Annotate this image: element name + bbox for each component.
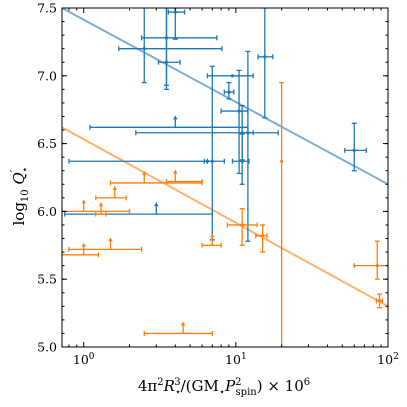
marker <box>210 159 214 163</box>
marker <box>164 60 169 64</box>
limit-arrow-head <box>173 169 178 174</box>
lower-limit-1-1 <box>165 169 203 185</box>
data-point-0-11 <box>68 158 209 164</box>
data-point-0-12 <box>231 133 250 185</box>
data-point-0-4 <box>206 73 254 79</box>
marker <box>246 131 250 135</box>
lower-limit-1-6 <box>62 242 100 258</box>
marker <box>375 264 379 268</box>
lower-limit-1-4 <box>95 202 107 217</box>
lower-limit-1-7 <box>201 233 222 248</box>
tick-layer: 5.0 5.5 6.0 6.5 7.0 7.5 100 101 102 <box>37 1 399 368</box>
data-point-1-2 <box>255 224 268 253</box>
limit-arrow-head <box>98 202 104 207</box>
x-tick-label: 102 <box>377 352 399 367</box>
x-tick-label: 101 <box>225 352 247 367</box>
marker <box>280 159 284 163</box>
data-point-1-3 <box>353 240 388 280</box>
lower-limit-1-3 <box>62 199 131 214</box>
marker <box>142 47 146 51</box>
marker <box>261 234 265 238</box>
limit-arrow-head <box>108 237 113 242</box>
x-tick-label: 100 <box>73 352 95 367</box>
data-point-1-0 <box>279 81 285 347</box>
y-tick-label: 7.0 <box>37 68 57 83</box>
marker <box>230 74 235 78</box>
marker <box>377 299 382 303</box>
limit-arrow-head <box>154 202 159 207</box>
limit-arrow-head <box>173 115 178 120</box>
marker <box>240 223 244 227</box>
marker <box>240 159 244 163</box>
data-point-0-3 <box>167 8 186 40</box>
marker <box>227 90 231 94</box>
lower-limit-0-1 <box>64 202 213 217</box>
data-layer <box>62 8 388 347</box>
limit-arrow-head <box>180 321 186 326</box>
data-point-0-2 <box>157 8 181 91</box>
limit-arrow-head <box>142 170 147 175</box>
data-point-0-5 <box>223 81 235 100</box>
x-axis-title: 4π2R⋆3/(GM⋆P2 spin) × 106 <box>138 377 310 398</box>
data-point-1-4 <box>375 293 384 309</box>
limit-arrow-head <box>210 233 215 238</box>
y-tick-label: 5.5 <box>37 272 57 287</box>
data-point-0-7 <box>220 69 249 175</box>
y-axis-title: log10 Q′⋆ <box>8 166 31 225</box>
lower-limit-1-2 <box>95 185 127 201</box>
data-point-0-1 <box>140 8 218 86</box>
limit-arrow-head <box>81 242 86 247</box>
marker <box>173 10 177 14</box>
marker <box>263 55 267 59</box>
marker <box>237 109 241 113</box>
lower-limit-1-5 <box>68 237 143 252</box>
data-point-0-13 <box>344 122 367 172</box>
limit-arrow-head <box>112 185 117 190</box>
y-tick-label: 5.0 <box>37 340 57 355</box>
data-point-0-6 <box>257 8 274 119</box>
data-point-0-9 <box>241 50 254 242</box>
plot-frame <box>61 7 389 348</box>
limit-arrow-head <box>81 199 86 204</box>
lower-limit-1-8 <box>143 321 213 336</box>
lower-limit-0-0 <box>89 115 249 130</box>
y-tick-label: 6.5 <box>37 136 57 151</box>
data-point-0-0 <box>118 8 223 84</box>
marker <box>205 159 209 163</box>
data-point-1-1 <box>226 208 258 246</box>
fit-line-1 <box>62 126 388 308</box>
y-tick-label: 7.5 <box>37 1 57 16</box>
y-tick-label: 6.0 <box>37 204 57 219</box>
marker <box>352 148 356 152</box>
fit-line-0 <box>62 8 388 186</box>
